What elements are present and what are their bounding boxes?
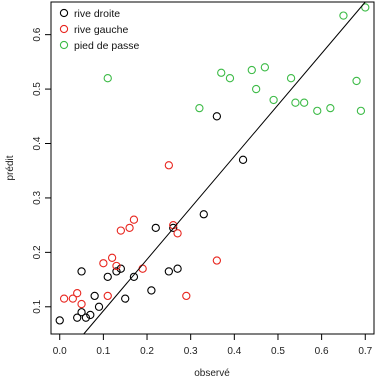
- y-tick-label: 0.6: [32, 27, 43, 41]
- data-point: [77, 308, 86, 317]
- data-point: [356, 106, 366, 116]
- data-point: [151, 223, 160, 233]
- data-point: [361, 3, 370, 12]
- data-point: [217, 68, 226, 77]
- points-layer: [55, 3, 370, 325]
- y-tick-label: 0.1: [32, 299, 43, 313]
- legend-marker: [59, 40, 69, 50]
- legend-marker: [59, 8, 69, 18]
- legend-label: rive gauche: [74, 24, 128, 36]
- data-point: [125, 223, 134, 233]
- legend-marker: [59, 24, 69, 34]
- data-point: [59, 294, 69, 303]
- data-point: [129, 272, 139, 282]
- data-point: [94, 302, 104, 311]
- x-axis: 0.0 0.1 0.2 0.3 0.4 0.5 0.6 0.7: [53, 334, 373, 357]
- data-point: [116, 226, 125, 235]
- data-point: [195, 103, 204, 113]
- y-axis-label: prédit: [5, 155, 16, 180]
- data-point: [286, 74, 296, 83]
- reference-line: [83, 1, 366, 335]
- x-tick-label: 0.7: [358, 346, 372, 357]
- x-tick-label: 0.0: [53, 346, 67, 357]
- y-tick-label: 0.3: [32, 191, 43, 205]
- plot-frame: [50, 1, 375, 335]
- legend-label: rive droite: [74, 8, 120, 20]
- data-point: [212, 256, 222, 265]
- data-point: [260, 63, 270, 72]
- y-tick-label: 0.2: [32, 245, 43, 259]
- data-point: [182, 291, 191, 301]
- data-point: [212, 112, 222, 121]
- x-tick-label: 0.6: [315, 346, 329, 357]
- series-2: [103, 3, 370, 116]
- data-point: [116, 264, 125, 273]
- data-point: [352, 76, 361, 86]
- data-point: [77, 299, 86, 309]
- series-1: [59, 161, 222, 309]
- data-point: [173, 229, 182, 238]
- y-axis: 0.1 0.2 0.3 0.4 0.5 0.6: [32, 27, 51, 314]
- data-point: [77, 267, 86, 276]
- data-point: [73, 289, 82, 298]
- x-tick-label: 0.3: [184, 346, 198, 357]
- data-point: [81, 313, 91, 322]
- data-point: [103, 291, 112, 301]
- data-point: [269, 95, 278, 105]
- x-axis-label: observé: [194, 368, 230, 379]
- data-point: [247, 65, 256, 75]
- data-point: [251, 84, 261, 94]
- data-point: [68, 294, 77, 303]
- data-point: [107, 253, 117, 262]
- data-point: [225, 74, 235, 83]
- y-tick-label: 0.4: [32, 136, 43, 150]
- data-point: [313, 106, 322, 116]
- data-point: [121, 294, 130, 303]
- data-point: [99, 259, 108, 268]
- data-point: [147, 286, 156, 295]
- data-point: [112, 267, 121, 276]
- y-tick-label: 0.5: [32, 82, 43, 96]
- x-tick-label: 0.1: [96, 346, 110, 357]
- legend-label: pied de passe: [74, 40, 140, 52]
- data-point: [169, 223, 178, 233]
- data-point: [164, 267, 174, 276]
- x-tick-label: 0.2: [140, 346, 154, 357]
- data-point: [73, 313, 82, 322]
- data-point: [238, 155, 248, 164]
- data-point: [199, 210, 208, 219]
- data-point: [138, 264, 147, 273]
- legend: rive droite rive gauche pied de passe: [59, 8, 140, 52]
- data-point: [173, 264, 182, 273]
- data-point: [291, 98, 300, 107]
- data-point: [103, 74, 112, 83]
- data-point: [164, 161, 174, 170]
- data-point: [326, 103, 335, 113]
- data-point: [129, 215, 139, 224]
- x-tick-label: 0.4: [227, 346, 241, 357]
- x-tick-label: 0.5: [271, 346, 285, 357]
- data-point: [90, 291, 99, 301]
- data-point: [86, 310, 95, 320]
- data-point: [112, 261, 121, 271]
- data-point: [55, 316, 64, 325]
- data-point: [339, 11, 348, 20]
- data-point: [300, 98, 309, 107]
- data-point: [103, 272, 112, 282]
- series-0: [55, 112, 248, 325]
